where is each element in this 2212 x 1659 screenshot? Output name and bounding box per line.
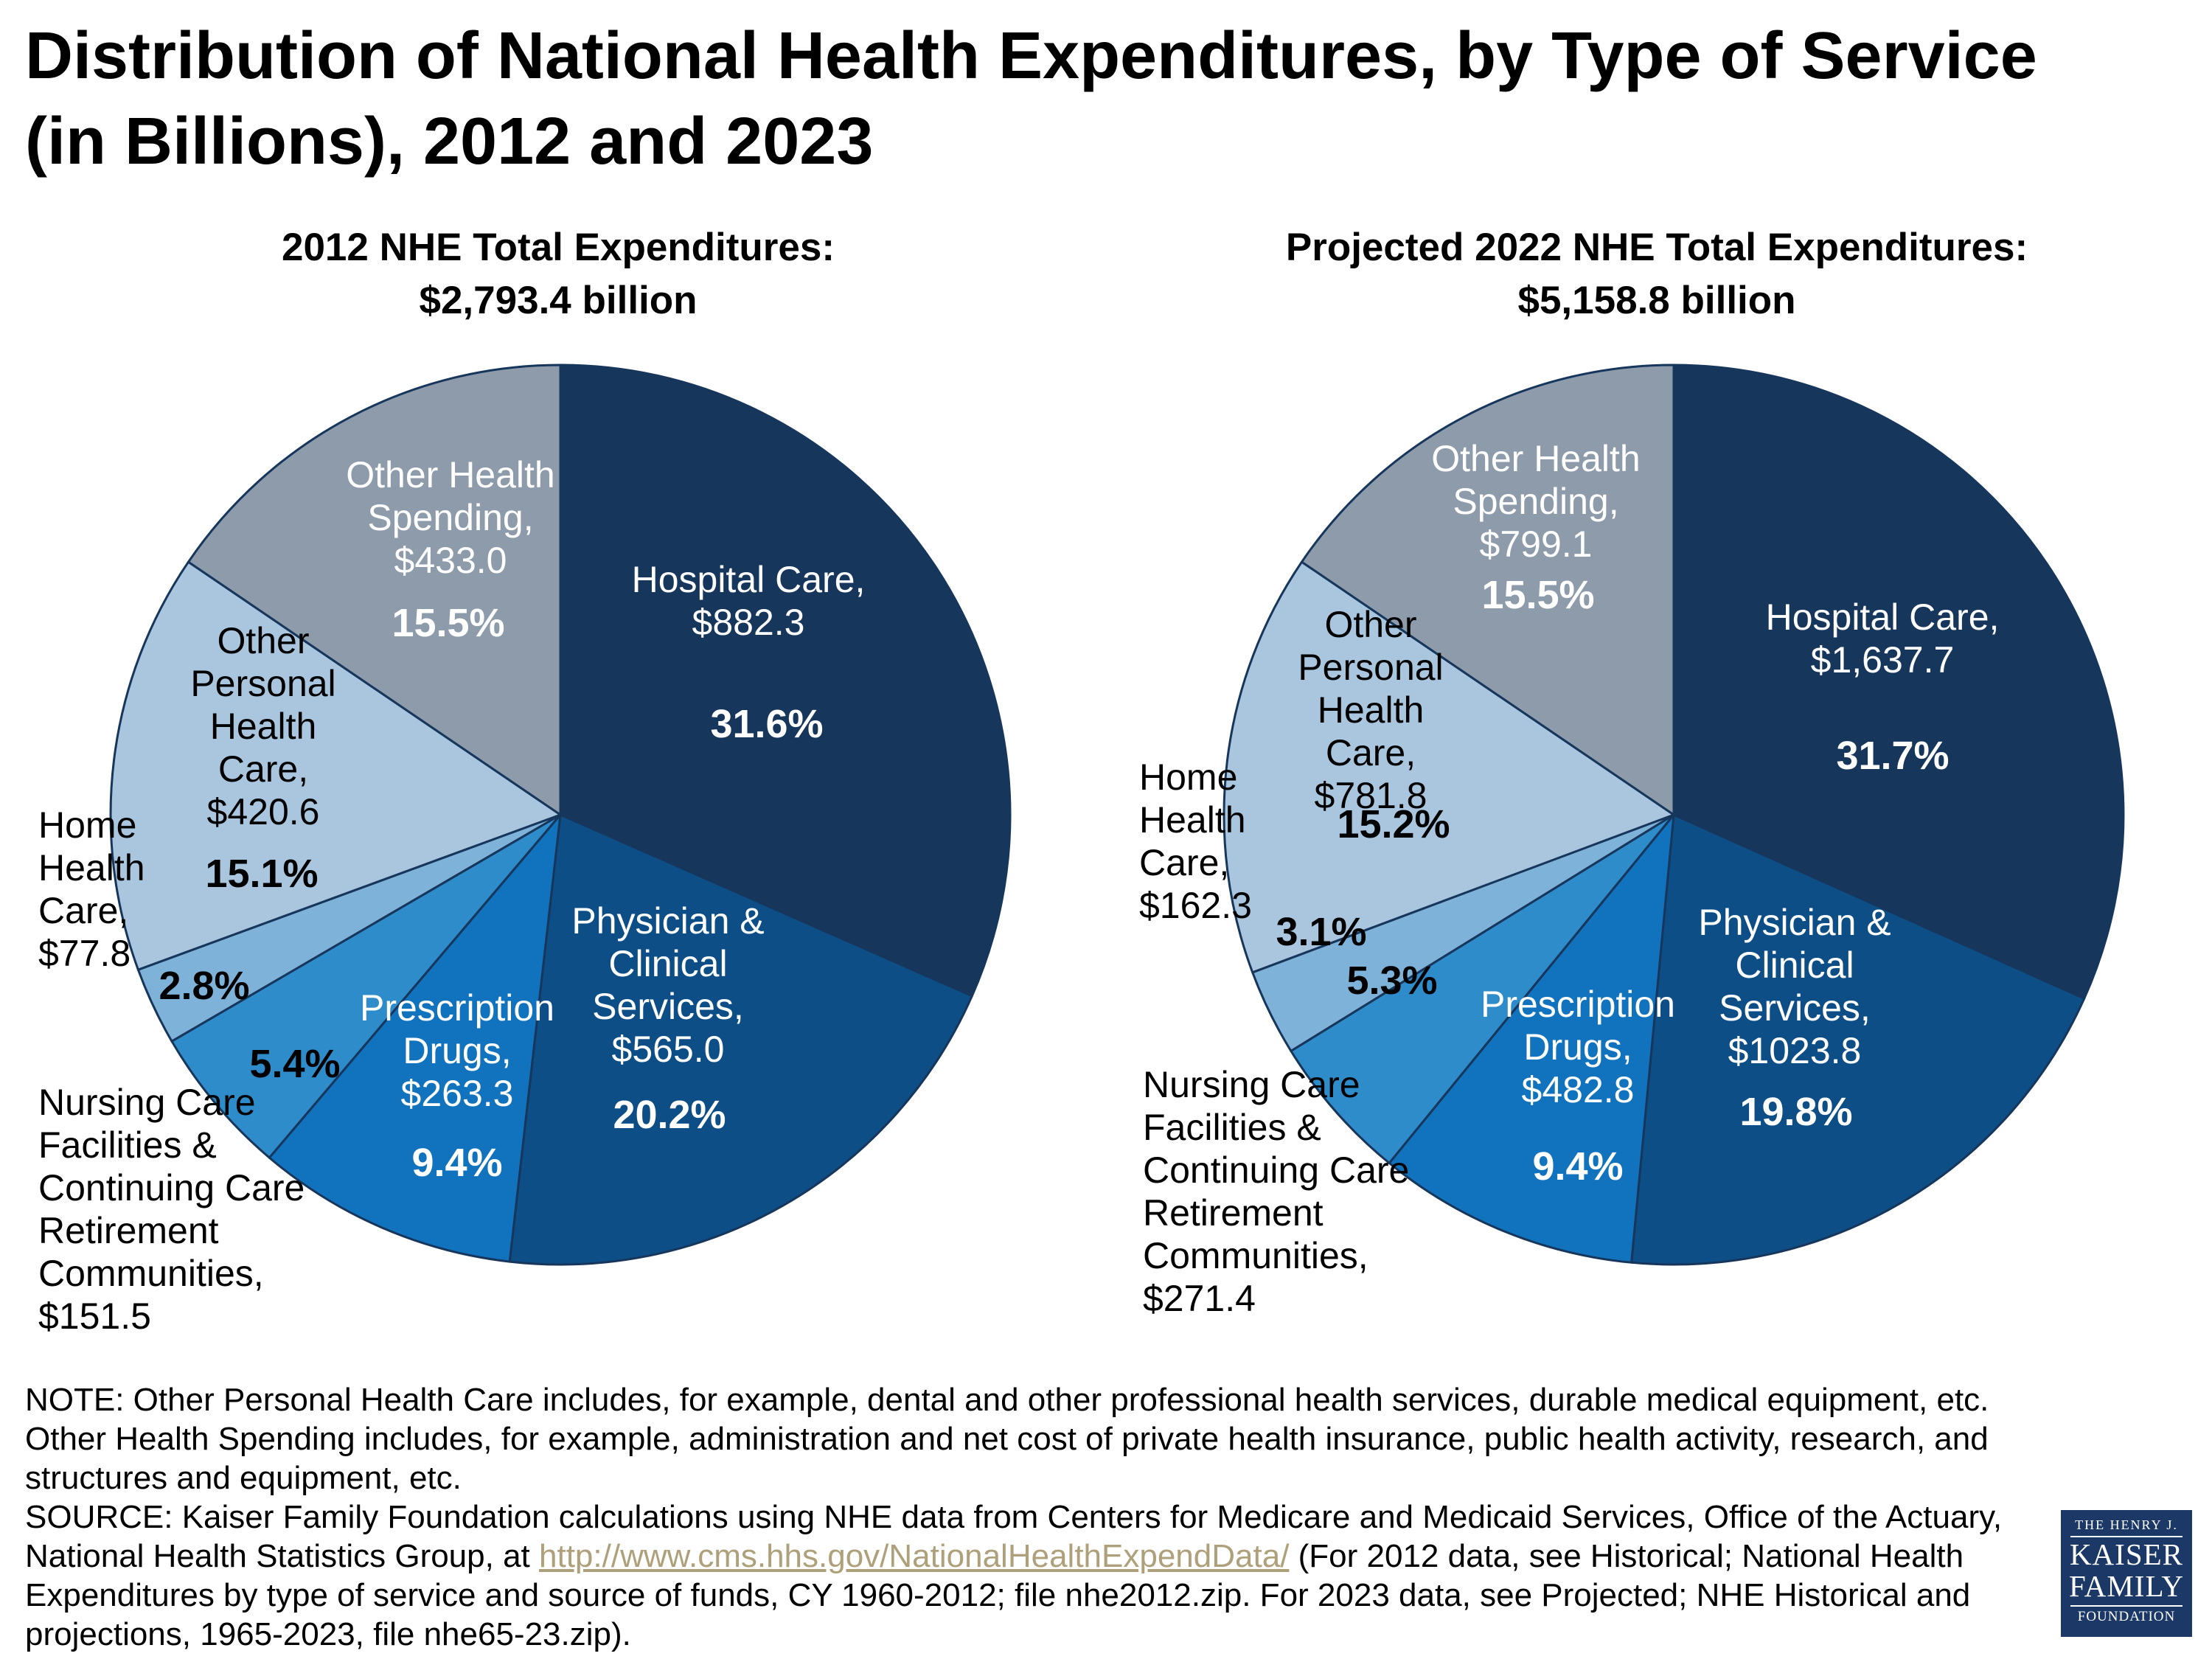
- label-2022-physician: Physician & Clinical Services, $1023.8: [1698, 902, 1891, 1071]
- pie-slice-2012-other-health-spending: [187, 364, 562, 816]
- pct-2022-hospital-care: 31.7%: [1836, 734, 1950, 778]
- pct-2012-physician: 20.2%: [613, 1093, 726, 1137]
- source-text: SOURCE: Kaiser Family Foundation calcula…: [25, 1498, 2053, 1654]
- pie-slice-2012-nursing-care-facilities-continuing-care-: [170, 813, 562, 1159]
- pct-2022-home-health: 3.1%: [1276, 910, 1367, 954]
- pct-2012-nursing: 5.4%: [249, 1042, 341, 1086]
- kff-logo-family: FAMILY: [2068, 1569, 2185, 1603]
- pie-slice-2012-other-personal-health-care: [109, 560, 562, 971]
- kff-logo-kaiser: KAISER: [2069, 1537, 2184, 1571]
- label-2012-hospital-care: Hospital Care, $882.3: [631, 559, 866, 643]
- label-2012-other-personal: Other Personal Health Care, $420.6: [190, 620, 336, 832]
- pie-slice-2022-physician-clinical-services: [1630, 813, 2086, 1266]
- label-2022-other-personal: Other Personal Health Care, $781.8: [1298, 604, 1444, 816]
- pie-slice-2012-physician-clinical-services: [508, 813, 973, 1266]
- pie-2022-header: Projected 2022 NHE Total Expenditures: $…: [1285, 226, 2028, 322]
- source-link[interactable]: http://www.cms.hhs.gov/NationalHealthExp…: [539, 1538, 1290, 1574]
- pct-2022-other-spending: 15.5%: [1481, 573, 1595, 617]
- label-2022-other-spending: Other Health Spending, $799.1: [1431, 438, 1641, 565]
- pie-2012-chart: [109, 364, 1012, 1266]
- pct-2012-prescription: 9.4%: [411, 1141, 503, 1185]
- pct-2012-other-spending: 15.5%: [392, 601, 505, 645]
- pie-slice-2022-other-health-spending: [1301, 364, 1675, 816]
- label-2012-prescription: Prescription Drugs, $263.3: [360, 987, 554, 1114]
- note-text: NOTE: Other Personal Health Care include…: [25, 1382, 1989, 1496]
- footnotes: NOTE: Other Personal Health Care include…: [25, 1380, 2053, 1654]
- kff-logo-rule-bottom: [2070, 1605, 2183, 1607]
- pct-2022-prescription: 9.4%: [1532, 1144, 1624, 1189]
- label-2012-home-health: Home Health Care, $77.8: [38, 804, 145, 974]
- kff-logo-line1: THE HENRY J.: [2075, 1517, 2178, 1532]
- pct-2012-other-personal: 15.1%: [205, 852, 319, 896]
- pct-2012-hospital-care: 31.6%: [710, 702, 824, 746]
- source-prefix: SOURCE: Kaiser Family Foundation calcula…: [25, 1499, 2003, 1574]
- pct-2022-nursing: 5.3%: [1346, 959, 1438, 1003]
- pct-2022-physician: 19.8%: [1739, 1090, 1853, 1134]
- pie-slice-2022-hospital-care: [1672, 364, 2125, 1000]
- pie-2022-chart: [1222, 364, 2125, 1266]
- source-suffix: (For 2012 data, see Historical; National…: [25, 1538, 1971, 1652]
- pie-slice-2012-prescription-drugs: [268, 813, 562, 1263]
- pie-slice-2022-other-personal-health-care: [1222, 560, 1675, 974]
- label-2012-other-spending: Other Health Spending, $433.0: [346, 454, 555, 581]
- pct-2012-home-health: 2.8%: [159, 964, 250, 1008]
- pie-slice-2022-nursing-care-facilities-continuing-care-: [1290, 813, 1675, 1164]
- label-2022-nursing: Nursing Care Facilities & Continuing Car…: [1143, 1064, 1410, 1319]
- pct-2022-other-personal: 15.2%: [1337, 802, 1450, 846]
- kff-logo-rule-top: [2070, 1536, 2183, 1537]
- label-2012-nursing: Nursing Care Facilities & Continuing Car…: [38, 1082, 305, 1337]
- page-title: Distribution of National Health Expendit…: [25, 19, 2037, 178]
- label-2012-physician: Physician & Clinical Services, $565.0: [571, 900, 765, 1070]
- pie-2012-header: 2012 NHE Total Expenditures: $2,793.4 bi…: [281, 226, 835, 322]
- pie-slice-2012-hospital-care: [559, 364, 1012, 998]
- label-2022-prescription: Prescription Drugs, $482.8: [1481, 984, 1675, 1110]
- pie-slice-2022-prescription-drugs: [1388, 813, 1675, 1264]
- kff-logo: THE HENRY J. KAISER FAMILY FOUNDATION: [2061, 1510, 2192, 1637]
- label-2022-home-health: Home Health Care, $162.3: [1139, 757, 1252, 926]
- kff-logo-foundation: FOUNDATION: [2077, 1609, 2176, 1624]
- label-2022-hospital-care: Hospital Care, $1,637.7: [1765, 597, 2000, 681]
